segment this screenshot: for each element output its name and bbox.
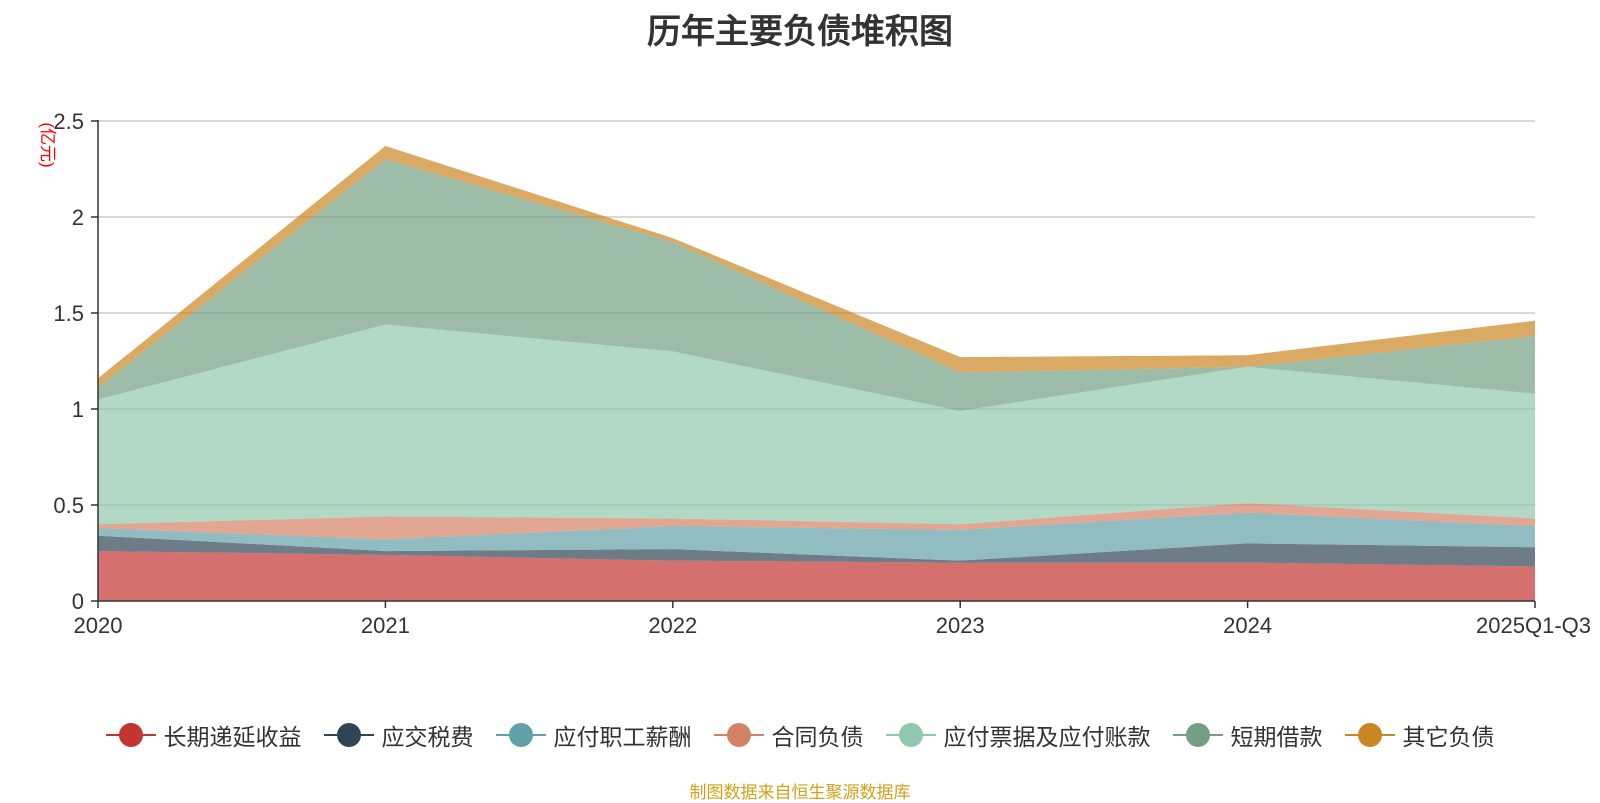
legend-item-1[interactable]: 长期递延收益 xyxy=(105,718,302,752)
axis-layer: 0 0.5 1 1.5 2 2.5 2020 2021 2022 2023 2024 2025Q1-Q… xyxy=(53,109,1591,638)
x-tick-label: 2021 xyxy=(361,613,410,638)
y-tick-label: 0 xyxy=(72,589,84,614)
legend-item-2[interactable]: 应交税费 xyxy=(323,718,474,752)
area-layer xyxy=(98,145,1535,601)
x-tick-label: 2024 xyxy=(1223,613,1272,638)
legend-item-6[interactable]: 短期借款 xyxy=(1172,718,1323,752)
y-tick-label: 1.5 xyxy=(53,301,84,326)
y-tick-label: 2.5 xyxy=(53,109,84,134)
legend-label: 长期递延收益 xyxy=(163,724,302,750)
legend-marker-icon xyxy=(1172,723,1223,747)
y-tick-label: 2 xyxy=(72,205,84,230)
legend-marker-icon xyxy=(105,723,156,747)
x-tick-label: 2022 xyxy=(648,613,697,638)
legend-marker-icon xyxy=(885,723,936,747)
area-series-2 xyxy=(98,535,1535,567)
legend-marker-icon xyxy=(1344,723,1395,747)
area-series-6 xyxy=(98,159,1535,411)
legend-marker-icon xyxy=(323,723,374,747)
legend-item-7[interactable]: 其它负债 xyxy=(1344,718,1495,752)
source-note: 制图数据来自恒生聚源数据库 xyxy=(689,783,911,802)
legend-label: 短期借款 xyxy=(1230,724,1323,750)
legend-label: 合同负债 xyxy=(771,724,864,750)
x-tick-label: 2020 xyxy=(74,613,123,638)
y-tick-label: 1 xyxy=(72,397,84,422)
legend-marker-icon xyxy=(495,723,546,747)
legend-label: 其它负债 xyxy=(1402,724,1495,750)
x-tick-label: 2025Q1-Q3 xyxy=(1476,613,1591,638)
legend-label: 应交税费 xyxy=(381,724,474,750)
legend-marker-icon xyxy=(713,723,764,747)
legend-item-4[interactable]: 合同负债 xyxy=(713,718,864,752)
legend: 长期递延收益 应交税费 应付职工薪酬 合同负债 应付票据及应付账款 短期借款 其它负债 xyxy=(0,718,1600,752)
legend-label: 应付票据及应付账款 xyxy=(943,724,1151,750)
x-tick-label: 2023 xyxy=(936,613,985,638)
legend-item-5[interactable]: 应付票据及应付账款 xyxy=(885,718,1151,752)
legend-item-3[interactable]: 应付职工薪酬 xyxy=(495,718,692,752)
area-series-5 xyxy=(98,324,1535,525)
y-tick-label: 0.5 xyxy=(53,493,84,518)
chart-title: 历年主要负债堆积图 xyxy=(647,13,953,51)
area-series-1 xyxy=(98,551,1535,601)
area-series-3 xyxy=(98,512,1535,561)
legend-label: 应付职工薪酬 xyxy=(553,724,692,750)
y-axis-label: (亿元) xyxy=(38,122,57,167)
